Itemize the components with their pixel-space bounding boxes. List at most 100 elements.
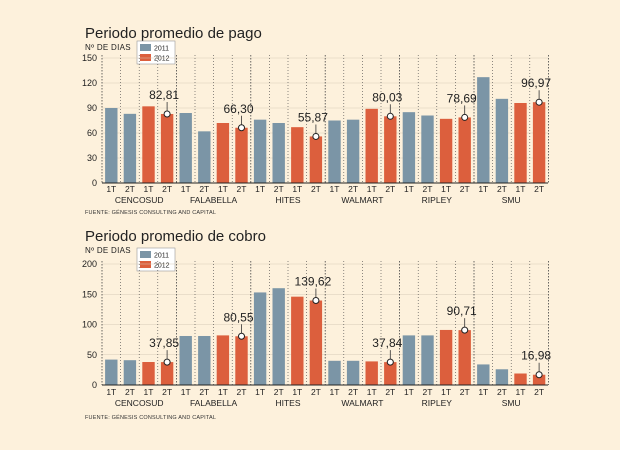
x-tick-label: 1T <box>106 184 116 194</box>
source-note: FUENTE: GÉNESIS CONSULTING AND CAPITAL <box>85 414 216 421</box>
x-tick-label: 2T <box>385 184 395 194</box>
bar-hites-2012-1t <box>291 127 304 183</box>
y-tick-label: 0 <box>92 380 97 390</box>
bar-smu-2012-2t <box>532 374 546 385</box>
x-tick-label: 1T <box>478 184 488 194</box>
x-tick-label: 1T <box>181 184 191 194</box>
bar-cencosud-2012-1t <box>142 362 155 385</box>
data-label: 82,81 <box>149 88 179 102</box>
bar-smu-2012-1t <box>514 103 527 183</box>
x-tick-label: 1T <box>516 387 526 397</box>
bar-ripley-2011-2t <box>421 335 434 385</box>
x-tick-label: 1T <box>441 184 451 194</box>
y-tick-label: 90 <box>87 103 97 113</box>
callout-marker <box>461 113 469 121</box>
data-label: 139,62 <box>295 275 332 289</box>
data-label: 90,71 <box>447 304 477 318</box>
x-tick-label: 2T <box>385 387 395 397</box>
bar-cencosud-2012-2t <box>160 362 174 385</box>
x-tick-label: 2T <box>497 184 507 194</box>
bar-smu-2012-2t <box>532 102 546 183</box>
bar-walmart-2012-2t <box>384 362 397 385</box>
category-label: FALABELLA <box>190 398 238 408</box>
bar-falabella-2012-1t <box>216 123 230 183</box>
bar-cencosud-2012-2t <box>160 113 174 183</box>
bar-ripley-2012-1t <box>439 118 453 183</box>
bar-walmart-2011-2t <box>346 360 360 385</box>
legend-swatch-2011 <box>140 44 151 51</box>
x-tick-label: 2T <box>125 184 135 194</box>
bar-hites-2012-2t <box>309 300 323 385</box>
category-label: CENCOSUD <box>115 195 164 205</box>
y-tick-label: 30 <box>87 153 97 163</box>
bar-ripley-2011-1t <box>402 335 416 385</box>
x-tick-label: 2T <box>311 387 321 397</box>
category-label: FALABELLA <box>190 195 238 205</box>
bar-cencosud-2012-1t <box>142 106 155 183</box>
x-tick-label: 2T <box>199 387 209 397</box>
y-tick-label: 0 <box>92 178 97 188</box>
bar-ripley-2012-2t <box>458 330 471 385</box>
category-label: RIPLEY <box>422 398 453 408</box>
bar-hites-2012-1t <box>291 296 304 385</box>
bar-falabella-2011-1t <box>179 113 192 183</box>
bar-ripley-2012-2t <box>458 117 471 183</box>
bar-smu-2011-2t <box>495 98 509 183</box>
data-label: 55,87 <box>298 110 328 124</box>
category-label: WALMART <box>341 398 383 408</box>
bar-smu-2011-1t <box>477 364 490 385</box>
source-note: FUENTE: GÉNESIS CONSULTING AND CAPITAL <box>85 209 216 216</box>
callout-marker <box>238 124 245 132</box>
bar-falabella-2011-1t <box>179 335 192 385</box>
y-tick-label: 60 <box>87 128 97 138</box>
x-tick-label: 2T <box>274 387 284 397</box>
bar-hites-2011-1t <box>253 292 267 385</box>
x-tick-label: 1T <box>255 387 265 397</box>
bar-falabella-2012-2t <box>235 336 248 385</box>
legend: 2011 2012 <box>136 40 176 65</box>
bar-walmart-2011-1t <box>328 360 341 385</box>
x-tick-label: 1T <box>404 387 414 397</box>
data-label: 80,03 <box>372 90 402 104</box>
data-label: 80,55 <box>223 310 253 324</box>
x-tick-label: 2T <box>497 387 507 397</box>
callout-marker <box>238 332 245 340</box>
x-tick-label: 2T <box>423 184 433 194</box>
bar-ripley-2012-1t <box>439 329 453 385</box>
legend-swatch-2011 <box>140 251 151 258</box>
data-label: 16,98 <box>521 349 551 363</box>
y-tick-label: 150 <box>82 289 97 299</box>
x-tick-label: 1T <box>218 184 228 194</box>
x-tick-label: 2T <box>460 387 470 397</box>
x-tick-label: 2T <box>311 184 321 194</box>
bar-walmart-2011-2t <box>346 119 360 183</box>
bar-cencosud-2011-1t <box>105 108 118 183</box>
x-tick-label: 1T <box>144 184 154 194</box>
category-label: CENCOSUD <box>115 398 164 408</box>
category-label: RIPLEY <box>422 195 453 205</box>
callout-marker <box>312 297 320 305</box>
bar-hites-2011-2t <box>272 123 285 183</box>
x-tick-label: 2T <box>237 184 247 194</box>
legend: 2011 2012 <box>136 247 176 272</box>
chart-title: Periodo promedio de pago <box>85 25 262 42</box>
bar-hites-2011-2t <box>272 288 285 385</box>
callout-marker <box>386 112 394 120</box>
data-label: 78,69 <box>447 91 477 105</box>
x-tick-label: 1T <box>181 387 191 397</box>
x-tick-label: 2T <box>237 387 247 397</box>
bar-ripley-2011-2t <box>421 115 434 183</box>
x-tick-label: 1T <box>404 184 414 194</box>
bar-walmart-2011-1t <box>328 120 341 183</box>
legend-label-2012: 2012 <box>154 56 170 63</box>
x-tick-label: 1T <box>292 387 302 397</box>
x-tick-label: 2T <box>348 184 358 194</box>
y-tick-label: 120 <box>82 78 97 88</box>
callout-marker <box>386 358 394 366</box>
bar-hites-2012-2t <box>309 136 323 183</box>
x-tick-label: 2T <box>534 184 544 194</box>
y-tick-label: 50 <box>87 350 97 360</box>
data-label: 66,30 <box>223 102 253 116</box>
legend-swatch-2012 <box>140 54 151 61</box>
